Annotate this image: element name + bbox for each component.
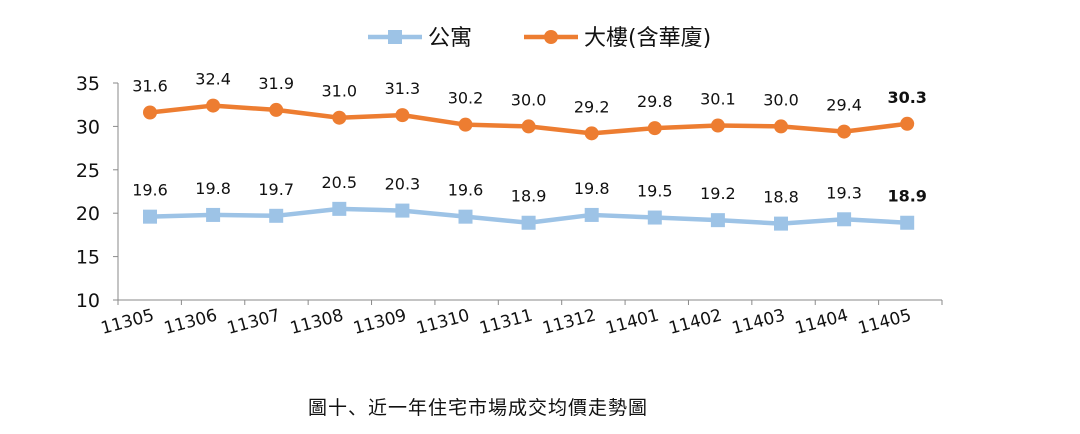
data-label: 31.3 — [385, 79, 421, 98]
legend-marker — [544, 30, 558, 44]
legend-label: 大樓(含華廈) — [584, 26, 711, 51]
x-tick-label: 11307 — [225, 306, 282, 339]
data-label: 29.8 — [637, 92, 673, 111]
y-tick-label: 35 — [76, 73, 100, 95]
data-label: 19.8 — [195, 179, 231, 198]
legend: 公寓 大樓(含華廈) — [368, 26, 711, 51]
data-label: 20.5 — [321, 173, 357, 192]
data-point — [900, 116, 915, 131]
x-tick-label: 11403 — [730, 306, 787, 339]
data-point — [837, 212, 852, 227]
legend-item-apartment: 公寓 — [368, 26, 472, 51]
x-axis: 11305 11306 11307 11308 11309 11310 11311 11312… — [99, 299, 943, 339]
x-tick-label: 11311 — [477, 306, 534, 339]
x-tick-label: 11312 — [541, 306, 598, 339]
data-point — [647, 121, 662, 136]
y-tick-label: 15 — [76, 247, 100, 269]
data-point — [584, 207, 599, 222]
data-point — [900, 215, 915, 230]
data-point — [206, 207, 221, 222]
data-point — [269, 208, 284, 223]
data-point — [143, 209, 157, 224]
data-label: 19.7 — [258, 180, 294, 199]
data-label: 31.0 — [321, 82, 357, 101]
y-axis: 10 15 20 25 30 35 — [76, 73, 119, 312]
data-label: 30.2 — [448, 89, 484, 108]
data-point — [269, 102, 284, 117]
figure-caption-text: 圖十、近一年住宅市場成交均價走勢圖 — [307, 397, 648, 419]
x-tick-label: 11310 — [414, 306, 471, 339]
x-tick-label: 11305 — [99, 306, 156, 339]
y-tick-label: 25 — [76, 160, 100, 182]
data-point — [143, 105, 157, 120]
data-label: 31.9 — [258, 74, 294, 93]
data-label: 30.0 — [763, 90, 799, 109]
data-label: 19.3 — [826, 183, 862, 202]
x-tick-label: 11404 — [793, 306, 850, 339]
data-label: 29.2 — [574, 97, 610, 116]
data-label: 30.3 — [887, 88, 926, 107]
data-point — [395, 203, 410, 218]
data-point — [774, 119, 788, 134]
data-point — [647, 210, 662, 225]
data-point — [837, 124, 852, 139]
data-label: 30.0 — [511, 90, 547, 109]
x-tick-label: 11402 — [667, 306, 724, 339]
data-label: 32.4 — [195, 70, 231, 89]
data-label: 19.2 — [700, 184, 736, 203]
data-label: 29.4 — [826, 96, 862, 115]
data-point — [710, 118, 725, 133]
data-label: 19.6 — [448, 181, 484, 200]
data-point — [458, 209, 473, 224]
x-tick-label: 11405 — [856, 306, 913, 339]
y-tick-label: 30 — [76, 116, 100, 138]
x-tick-label: 11309 — [351, 306, 408, 339]
data-label: 18.8 — [763, 188, 799, 207]
data-point — [332, 201, 347, 216]
series-layer: 19.6 19.8 19.7 20.5 20.3 19.6 18.9 19.8 19.5 19.2… — [132, 70, 927, 231]
data-point — [332, 110, 347, 125]
series-building: 31.6 32.4 31.9 31.0 31.3 30.2 30.0 29.2 29.8 30.1… — [132, 70, 927, 141]
legend-item-building: 大樓(含華廈) — [524, 26, 711, 51]
data-point — [458, 117, 473, 132]
series-apartment: 19.6 19.8 19.7 20.5 20.3 19.6 18.9 19.8 19.5 19.2… — [132, 173, 927, 231]
data-point — [774, 216, 788, 231]
legend-label: 公寓 — [428, 26, 472, 51]
legend-marker — [388, 30, 402, 44]
data-label: 18.9 — [887, 187, 926, 206]
x-tick-label: 11308 — [288, 306, 345, 339]
data-label: 31.6 — [132, 77, 168, 96]
data-label: 19.8 — [574, 179, 610, 198]
y-tick-label: 10 — [76, 290, 100, 312]
data-label: 20.3 — [385, 175, 421, 194]
data-point — [521, 215, 536, 230]
data-point — [710, 213, 725, 228]
x-tick-label: 11306 — [162, 306, 219, 339]
data-point — [584, 126, 599, 141]
y-tick-label: 20 — [76, 203, 100, 225]
data-label: 19.6 — [132, 181, 168, 200]
figure-caption: 圖十、近一年住宅市場成交均價走勢圖 — [0, 393, 1080, 420]
data-label: 18.9 — [511, 187, 547, 206]
data-point — [521, 119, 536, 134]
x-tick-label: 11401 — [604, 306, 661, 339]
data-point — [206, 98, 221, 113]
data-label: 19.5 — [637, 182, 673, 201]
data-point — [395, 108, 410, 123]
data-label: 30.1 — [700, 90, 736, 109]
